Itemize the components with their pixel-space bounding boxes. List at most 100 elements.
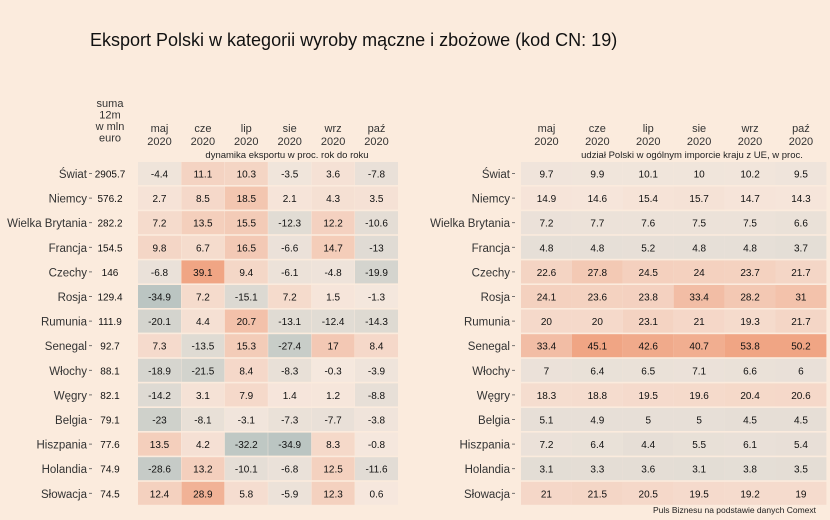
row-label: Senegal — [468, 341, 510, 353]
heatmap-cell — [268, 162, 312, 185]
cell-value: 9.4 — [239, 268, 253, 279]
heatmap-cell — [571, 383, 623, 407]
cell-value: 6.6 — [743, 366, 757, 377]
column-header-year: 2020 — [534, 136, 558, 148]
heatmap-cell — [673, 408, 725, 431]
heatmap-cell — [571, 358, 623, 382]
heatmap-cell — [775, 309, 827, 333]
cell-value: 28.9 — [193, 489, 213, 500]
row-label: Francja — [472, 243, 511, 255]
heatmap-cell — [138, 408, 181, 431]
cell-value: 14.3 — [791, 194, 811, 205]
cell-value: 18.8 — [588, 391, 608, 402]
heatmap-cell — [622, 235, 674, 259]
cell-value: 7.5 — [743, 219, 757, 230]
heatmap-cell — [311, 457, 355, 481]
cell-value: -34.9 — [278, 440, 301, 451]
heatmap-cell — [673, 211, 725, 235]
heatmap-cell — [268, 358, 312, 382]
heatmap-cell — [355, 285, 398, 308]
heatmap-cell — [268, 408, 312, 431]
row-label: Belgia — [478, 415, 511, 427]
cell-value: 5.2 — [641, 243, 655, 254]
cell-value: -8.8 — [368, 391, 386, 402]
cell-value: 21 — [694, 317, 706, 328]
cell-value: 4.9 — [590, 416, 604, 427]
column-header-month: sie — [692, 123, 706, 135]
cell-value: 20.6 — [791, 391, 811, 402]
heatmap-cell — [311, 186, 355, 210]
cell-value: 9.9 — [590, 170, 604, 181]
column-header-month: paź — [368, 123, 386, 135]
cell-value: -7.3 — [281, 416, 299, 427]
cell-value: 8.5 — [196, 194, 210, 205]
cell-value: -28.6 — [148, 465, 171, 476]
heatmap-cell — [775, 457, 827, 481]
heatmap-cell — [673, 457, 725, 481]
row-label: Wielka Brytania — [430, 218, 510, 230]
cell-value: -12.4 — [322, 317, 345, 328]
panel-subtitle: udział Polski w ogólnym imporcie kraju z… — [581, 150, 803, 161]
heatmap-cell — [775, 334, 827, 358]
column-header-year: 2020 — [585, 136, 609, 148]
cell-value: 3.7 — [794, 243, 808, 254]
heatmap-cell — [355, 358, 398, 382]
heatmap-cell — [521, 358, 572, 382]
heatmap-cell — [181, 408, 225, 431]
heatmap-cell — [622, 162, 674, 185]
heatmap-cell — [622, 334, 674, 358]
heatmap-cell — [181, 235, 225, 259]
cell-value: 22.6 — [537, 268, 557, 279]
heatmap-cell — [724, 211, 776, 235]
heatmap-cell — [268, 383, 312, 407]
heatmap-cell — [673, 235, 725, 259]
heatmap-cell — [311, 235, 355, 259]
heatmap-cell — [181, 457, 225, 481]
cell-value: 40.7 — [689, 342, 709, 353]
cell-value: 28.2 — [740, 293, 760, 304]
cell-value: 6.4 — [590, 440, 604, 451]
cell-value: -10.1 — [235, 465, 258, 476]
cell-value: 15.5 — [237, 219, 257, 230]
heatmap-cell — [673, 260, 725, 284]
row-label: Włochy — [49, 366, 87, 378]
cell-value: 20 — [541, 317, 553, 328]
column-header-month: maj — [151, 123, 169, 135]
cell-value: 3.5 — [370, 194, 384, 205]
cell-value: -1.3 — [368, 293, 386, 304]
heatmap-cell — [268, 235, 312, 259]
heatmap-cell — [268, 260, 312, 284]
cell-value: 19.6 — [689, 391, 709, 402]
cell-value: 10.1 — [639, 170, 659, 181]
heatmap-cell — [775, 432, 827, 456]
cell-value: 3.6 — [326, 170, 340, 181]
heatmap-cell — [673, 309, 725, 333]
cell-value: 1.2 — [326, 391, 340, 402]
cell-value: 4.8 — [539, 243, 553, 254]
cell-value: 24 — [694, 268, 706, 279]
cell-value: 9.5 — [794, 170, 808, 181]
cell-value: 5 — [696, 416, 702, 427]
heatmap-cell — [571, 457, 623, 481]
cell-value: -19.9 — [365, 268, 388, 279]
heatmap-cell — [673, 432, 725, 456]
heatmap-cell — [521, 457, 572, 481]
cell-value: 19.5 — [639, 391, 659, 402]
column-header-year: 2020 — [191, 136, 215, 148]
heatmap-cell — [224, 481, 268, 505]
sum-value: 576.2 — [97, 194, 122, 205]
column-header-month: cze — [589, 123, 606, 135]
heatmap-cell — [673, 383, 725, 407]
cell-value: 6.6 — [794, 219, 808, 230]
cell-value: 20.4 — [740, 391, 760, 402]
cell-value: 21.5 — [588, 489, 608, 500]
cell-value: 8.4 — [370, 342, 384, 353]
cell-value: -34.9 — [148, 293, 171, 304]
heatmap-cell — [355, 186, 398, 210]
heatmap-cell — [521, 408, 572, 431]
cell-value: 12.5 — [323, 465, 343, 476]
column-header-month: lip — [643, 123, 654, 135]
cell-value: 13.5 — [150, 440, 170, 451]
heatmap-cell — [268, 457, 312, 481]
heatmap-cell — [311, 408, 355, 431]
